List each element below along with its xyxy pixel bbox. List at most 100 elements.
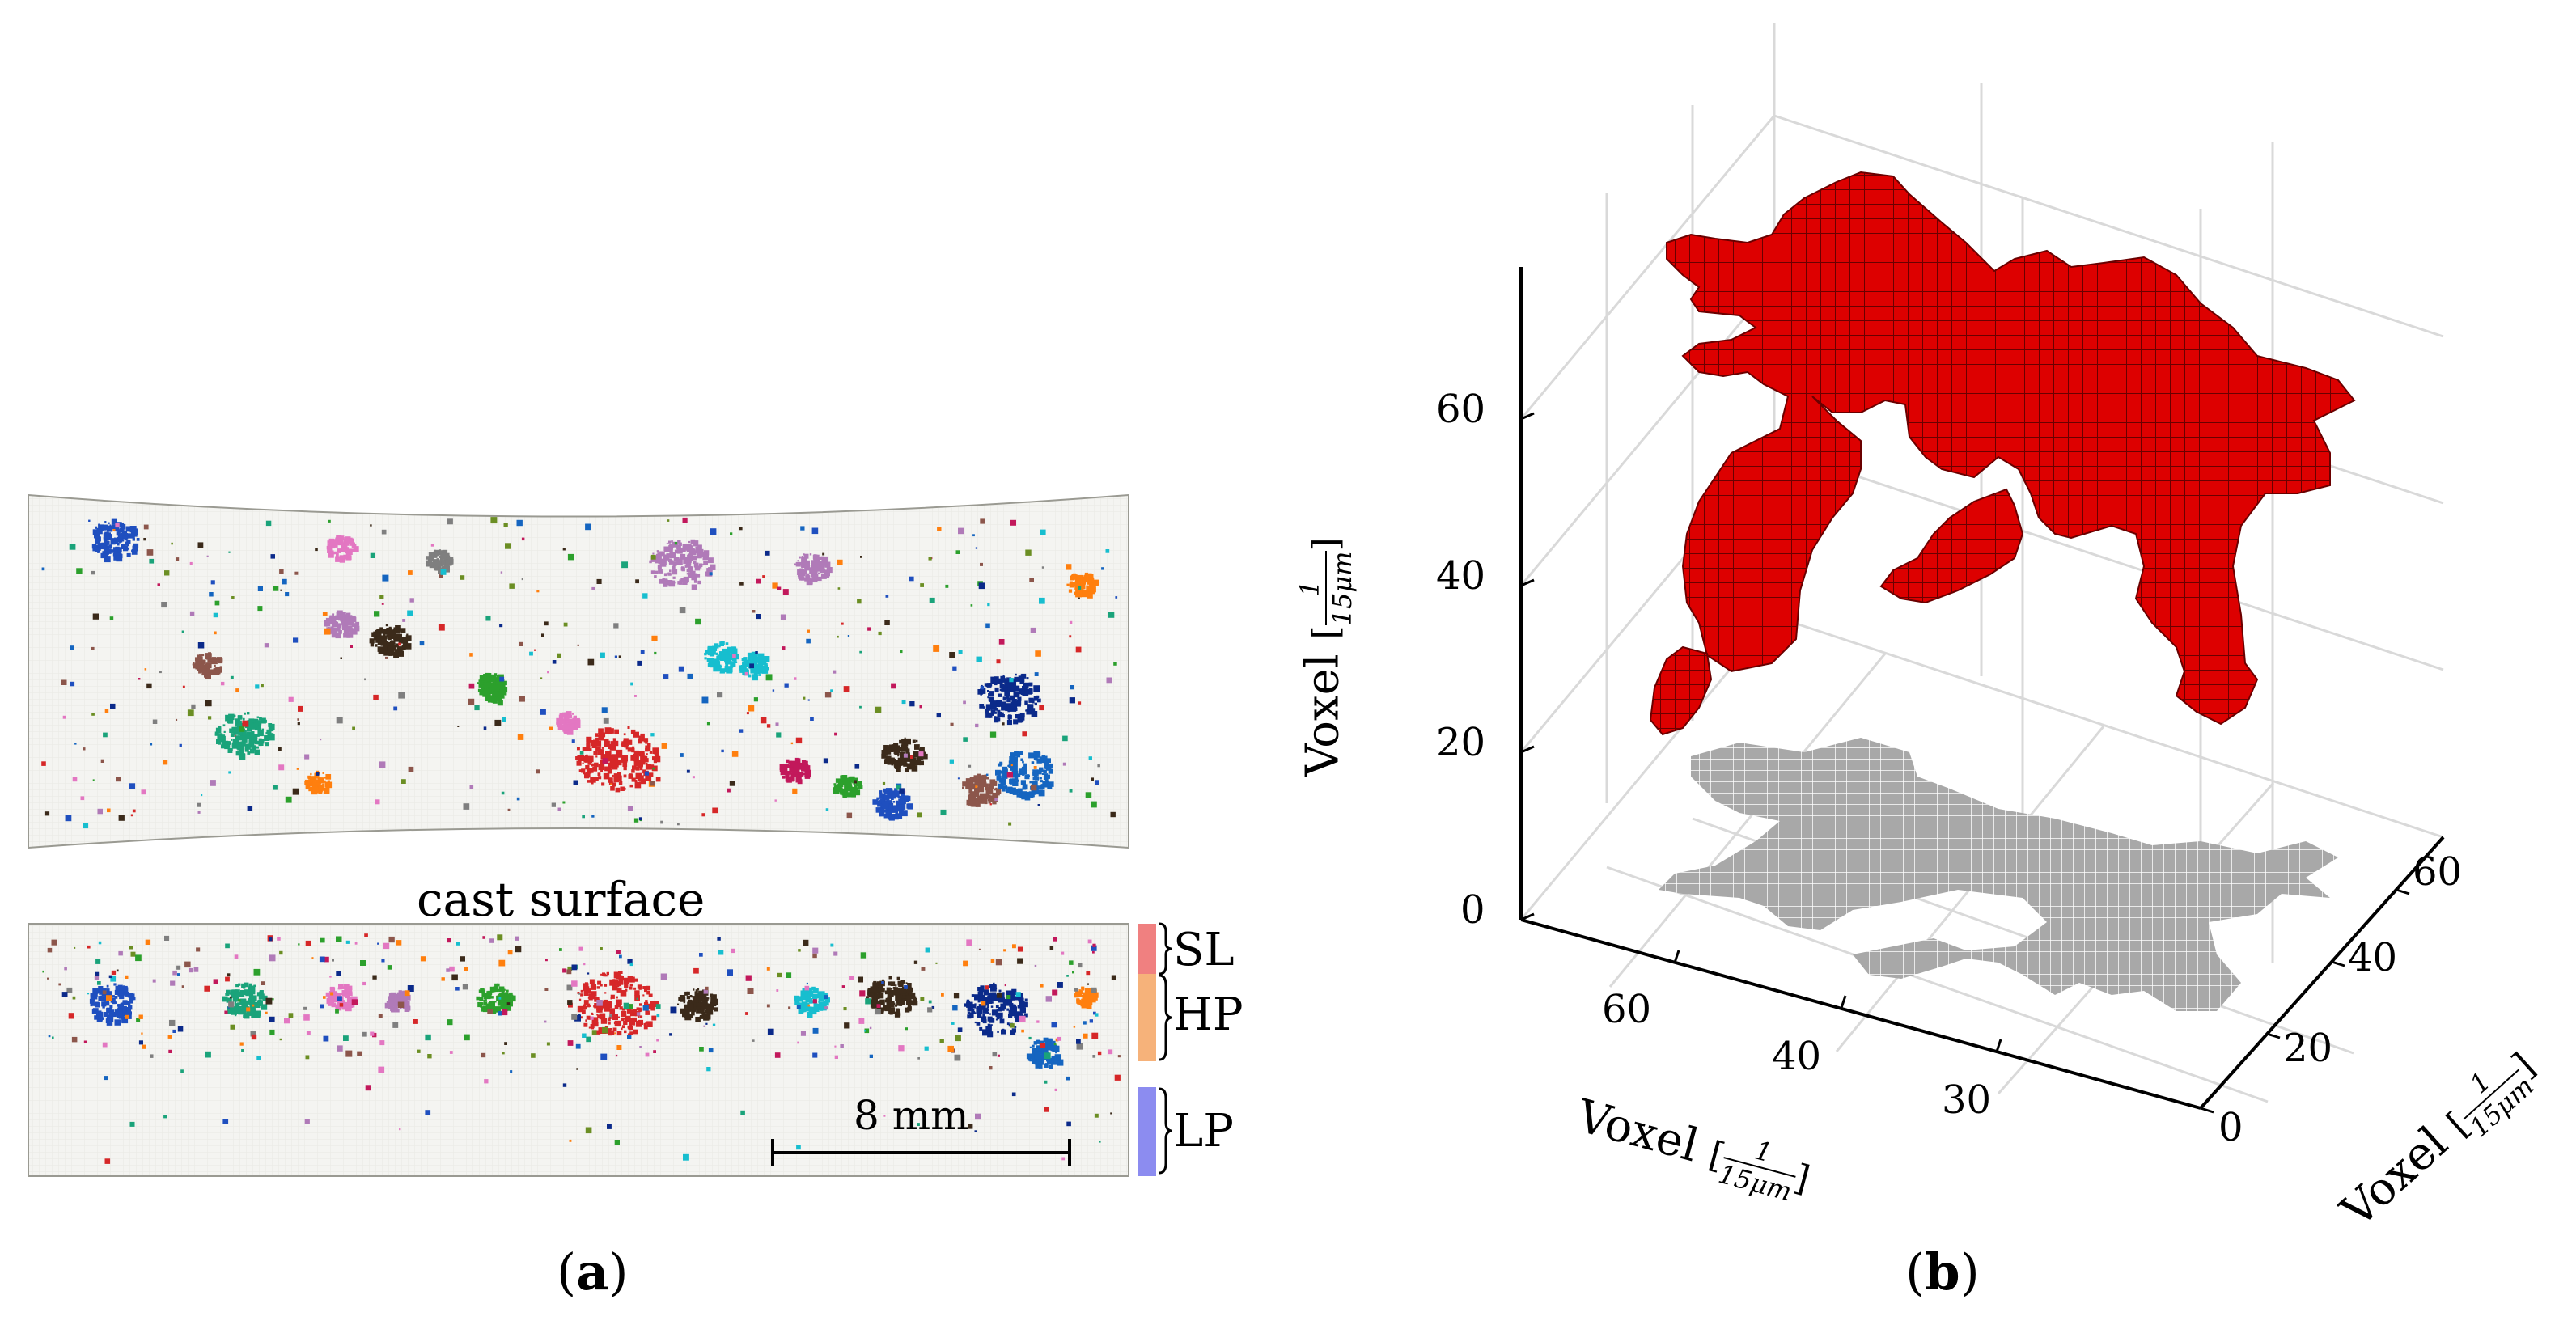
pore-speck	[987, 1005, 989, 1009]
pore-speck	[1000, 1018, 1003, 1022]
pore-speck	[163, 1115, 167, 1119]
pore-speck	[752, 610, 756, 613]
pore-speck	[1041, 1049, 1044, 1052]
pore-speck	[998, 639, 1005, 645]
pore-speck	[598, 747, 601, 750]
pore-speck	[623, 733, 626, 736]
pore-speck	[544, 621, 549, 626]
pore-speck	[733, 646, 737, 650]
pore-speck	[1018, 996, 1023, 1002]
pore-speck	[791, 771, 796, 775]
pore-speck	[345, 940, 350, 944]
pore-speck	[663, 582, 668, 587]
pore-speck	[950, 722, 954, 726]
pore-speck	[1061, 951, 1065, 955]
pore-speck	[297, 718, 299, 721]
pore-speck	[982, 1014, 985, 1017]
pore-speck	[251, 995, 257, 1001]
pore-speck	[888, 996, 892, 1000]
pore-speck	[357, 1051, 362, 1056]
pore-speck	[625, 747, 629, 750]
pore-speck	[636, 760, 643, 767]
pore-speck	[804, 773, 811, 779]
pore-speck	[1040, 1043, 1046, 1048]
pore-speck	[74, 743, 77, 745]
pore-speck	[306, 784, 311, 789]
pore-speck	[888, 814, 895, 820]
pore-speck	[721, 749, 724, 753]
pore-speck	[897, 757, 902, 762]
pore-speck	[616, 987, 622, 993]
pore-speck	[212, 670, 216, 674]
pore-speck	[1015, 673, 1017, 676]
pore-speck	[705, 986, 709, 991]
pore-speck	[985, 985, 989, 990]
pore-speck	[644, 988, 647, 993]
pore-speck	[1034, 776, 1040, 781]
pore-speck	[1002, 722, 1005, 726]
pore-speck	[1009, 678, 1014, 683]
pore-speck	[184, 961, 191, 968]
pore-speck	[777, 972, 782, 978]
pore-speck	[1036, 1020, 1040, 1023]
pore-speck	[1117, 1055, 1121, 1058]
pore-speck	[815, 1003, 820, 1009]
pore-speck	[879, 798, 885, 804]
pore-speck	[635, 579, 639, 584]
pore-speck	[401, 637, 409, 644]
pore-speck	[899, 811, 904, 815]
pore-speck	[234, 734, 236, 737]
pore-speck	[585, 765, 590, 770]
pore-speck	[495, 679, 501, 684]
pore-speck	[587, 972, 590, 975]
pore-speck	[572, 717, 575, 721]
pore-speck	[917, 812, 922, 818]
pore-speck	[240, 730, 247, 737]
pore-speck	[994, 708, 998, 711]
pore-speck	[344, 540, 347, 544]
pore-speck	[876, 797, 879, 800]
pore-speck	[413, 1019, 418, 1024]
pore-speck	[708, 1003, 713, 1008]
pore-speck	[1037, 1039, 1040, 1042]
pore-speck	[346, 988, 353, 994]
pore-speck	[328, 519, 331, 523]
pore-speck	[486, 678, 490, 682]
pore-speck	[1027, 704, 1034, 710]
pore-speck	[1005, 708, 1008, 712]
pore-speck	[657, 565, 662, 569]
pore-speck	[905, 738, 911, 745]
pore-speck	[447, 518, 453, 525]
pore-speck	[892, 791, 895, 794]
pore-speck	[1000, 778, 1006, 785]
pore-speck	[700, 1009, 705, 1014]
pore-speck	[342, 545, 345, 548]
pore-speck	[241, 990, 245, 994]
pore-speck	[211, 658, 218, 665]
pore-speck	[245, 992, 249, 997]
pore-speck	[639, 1046, 642, 1048]
pore-speck	[1092, 943, 1096, 947]
pore-speck	[837, 779, 841, 781]
pore-speck	[285, 796, 292, 803]
pore-speck	[516, 797, 520, 801]
pore-speck	[629, 983, 633, 987]
pore-speck	[239, 747, 243, 751]
pore-speck	[822, 568, 826, 571]
pore-speck	[904, 985, 908, 989]
pore-speck	[753, 697, 758, 702]
pore-speck	[627, 1033, 630, 1036]
pore-speck	[618, 655, 621, 658]
pore-speck	[672, 565, 676, 569]
pore-speck	[247, 712, 250, 715]
pore-speck	[258, 743, 262, 747]
x-tick-30: 30	[1942, 1077, 1992, 1123]
pore-speck	[993, 982, 995, 985]
pore-speck	[668, 560, 674, 565]
pore-speck	[614, 1032, 616, 1035]
pore-speck	[556, 722, 562, 727]
pore-speck	[905, 1027, 908, 1031]
pore-speck	[669, 1033, 672, 1036]
pore-speck	[650, 554, 656, 560]
pore-speck	[343, 633, 348, 638]
